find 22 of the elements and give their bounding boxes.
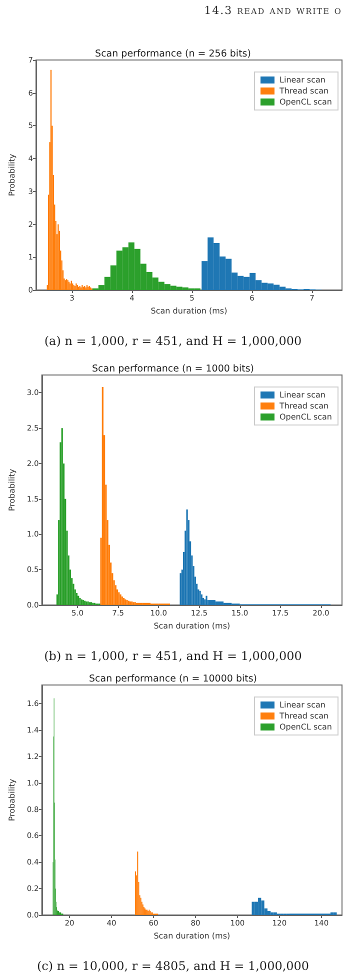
x-axis-title: Scan duration (ms) [154,621,230,630]
chart-title: Scan performance (n = 1000 bits) [92,364,254,374]
x-axis-title: Scan duration (ms) [154,931,230,940]
y-axis-title: Probability [8,468,16,512]
legend-label: Thread scan [278,402,329,410]
legend-label: Linear scan [280,76,326,84]
chart-title: Scan performance (n = 256 bits) [95,48,251,60]
text: (a) n = 1,000, r = 451, and H = 1,000,000 [43,334,303,348]
legend-label: Thread scan [278,712,329,720]
text: (c) n = 10,000, r = 4805, and H = 1,000,000 [36,959,310,973]
y-axis-title: Probability [8,778,16,822]
legend-label: OpenCL scan [280,412,332,422]
text: 14.3 read and write o [204,4,342,17]
legend-label: Thread scan [278,86,329,96]
legend-label: OpenCL scan [280,722,332,732]
legend-label: Linear scan [280,390,326,400]
x-axis-title: Scan duration (ms) [150,306,228,316]
chart-title: Scan performance (n = 10000 bits) [89,674,257,684]
text: (b) n = 1,000, r = 451, and H = 1,000,000 [43,649,303,663]
legend-label: Linear scan [280,700,326,710]
y-axis-title: Probability [8,154,16,196]
legend-label: OpenCL scan [280,98,332,106]
